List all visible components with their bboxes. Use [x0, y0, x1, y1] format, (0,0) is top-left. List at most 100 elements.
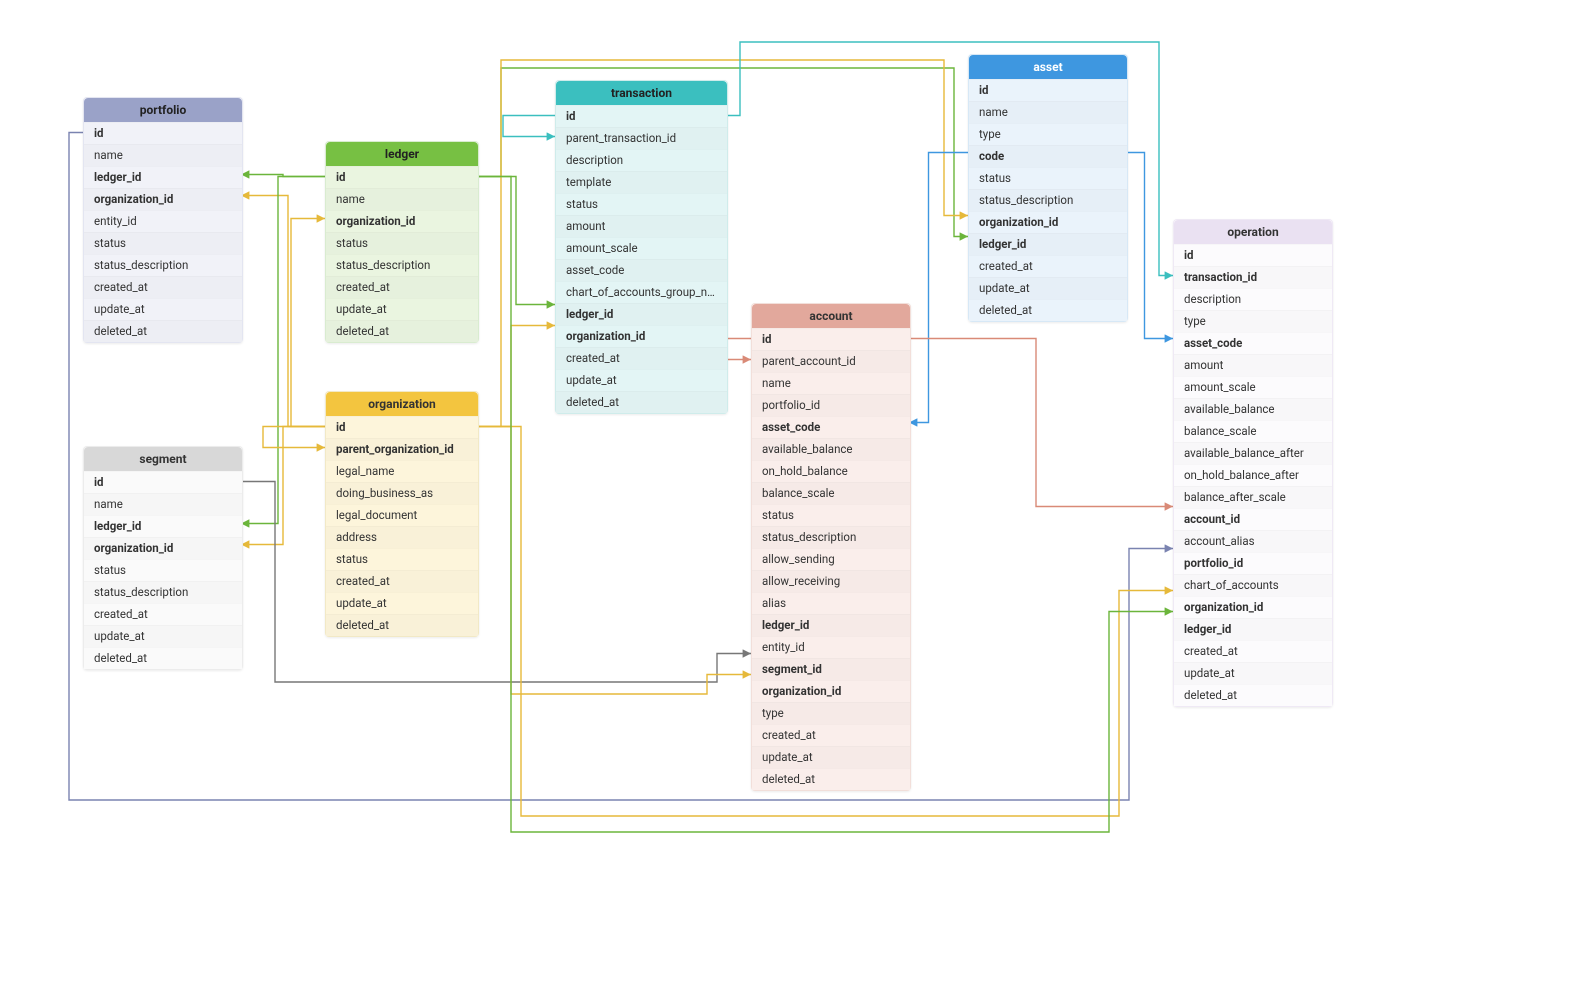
table-operation: operationidtransaction_iddescriptiontype…: [1173, 219, 1333, 707]
table-organization: organizationidparent_organization_idlega…: [325, 391, 479, 637]
field-template: template: [556, 171, 727, 193]
field-id: id: [969, 79, 1127, 101]
field-available_balance_after: available_balance_after: [1174, 442, 1332, 464]
field-chart_of_accounts: chart_of_accounts: [1174, 574, 1332, 596]
field-entity_id: entity_id: [752, 636, 910, 658]
table-header: transaction: [556, 81, 727, 105]
field-deleted_at: deleted_at: [556, 391, 727, 413]
field-chart_of_accounts_group_name: chart_of_accounts_group_name: [556, 281, 727, 303]
field-amount: amount: [556, 215, 727, 237]
field-code: code: [969, 145, 1127, 167]
field-ledger_id: ledger_id: [1174, 618, 1332, 640]
table-header: ledger: [326, 142, 478, 166]
field-deleted_at: deleted_at: [752, 768, 910, 790]
field-transaction_id: transaction_id: [1174, 266, 1332, 288]
table-account: accountidparent_account_idnameportfolio_…: [751, 303, 911, 791]
table-header: segment: [84, 447, 242, 471]
field-account_alias: account_alias: [1174, 530, 1332, 552]
field-legal_document: legal_document: [326, 504, 478, 526]
field-deleted_at: deleted_at: [84, 320, 242, 342]
field-status_description: status_description: [326, 254, 478, 276]
field-description: description: [556, 149, 727, 171]
field-doing_business_as: doing_business_as: [326, 482, 478, 504]
field-account_id: account_id: [1174, 508, 1332, 530]
field-deleted_at: deleted_at: [326, 614, 478, 636]
field-name: name: [84, 144, 242, 166]
table-header: asset: [969, 55, 1127, 79]
field-organization_id: organization_id: [969, 211, 1127, 233]
field-balance_after_scale: balance_after_scale: [1174, 486, 1332, 508]
edge-ledger-id-to-segment-ledger_id: [241, 177, 325, 524]
field-organization_id: organization_id: [326, 210, 478, 232]
field-deleted_at: deleted_at: [969, 299, 1127, 321]
field-available_balance: available_balance: [752, 438, 910, 460]
field-status: status: [752, 504, 910, 526]
edge-organization-id-to-transaction-organization_id: [477, 326, 555, 427]
field-alias: alias: [752, 592, 910, 614]
field-entity_id: entity_id: [84, 210, 242, 232]
edge-organization-id-to-portfolio-organization_id: [241, 196, 325, 427]
field-created_at: created_at: [84, 276, 242, 298]
field-created_at: created_at: [84, 603, 242, 625]
field-allow_sending: allow_sending: [752, 548, 910, 570]
table-header: operation: [1174, 220, 1332, 244]
field-deleted_at: deleted_at: [84, 647, 242, 669]
field-ledger_id: ledger_id: [969, 233, 1127, 255]
field-status: status: [326, 232, 478, 254]
edge-transaction-id-to-transaction-parent_transaction_id: [503, 116, 555, 137]
field-allow_receiving: allow_receiving: [752, 570, 910, 592]
edge-asset-code-to-account-asset_code: [909, 153, 968, 423]
field-description: description: [1174, 288, 1332, 310]
table-portfolio: portfolioidnameledger_idorganization_ide…: [83, 97, 243, 343]
field-update_at: update_at: [326, 592, 478, 614]
field-status_description: status_description: [969, 189, 1127, 211]
field-id: id: [326, 416, 478, 438]
field-id: id: [752, 328, 910, 350]
field-status: status: [556, 193, 727, 215]
field-organization_id: organization_id: [1174, 596, 1332, 618]
field-asset_code: asset_code: [556, 259, 727, 281]
field-organization_id: organization_id: [556, 325, 727, 347]
field-created_at: created_at: [752, 724, 910, 746]
field-ledger_id: ledger_id: [84, 166, 242, 188]
field-organization_id: organization_id: [752, 680, 910, 702]
er-diagram-canvas: portfolioidnameledger_idorganization_ide…: [0, 0, 1571, 994]
field-legal_name: legal_name: [326, 460, 478, 482]
field-status_description: status_description: [752, 526, 910, 548]
edge-segment-id-to-account-segment_id: [241, 482, 751, 683]
field-address: address: [326, 526, 478, 548]
field-status_description: status_description: [84, 254, 242, 276]
field-amount: amount: [1174, 354, 1332, 376]
field-type: type: [752, 702, 910, 724]
field-created_at: created_at: [969, 255, 1127, 277]
table-asset: assetidnametypecodestatusstatus_descript…: [968, 54, 1128, 322]
field-type: type: [1174, 310, 1332, 332]
field-id: id: [84, 471, 242, 493]
table-segment: segmentidnameledger_idorganization_idsta…: [83, 446, 243, 670]
field-on_hold_balance: on_hold_balance: [752, 460, 910, 482]
field-id: id: [326, 166, 478, 188]
field-amount_scale: amount_scale: [1174, 376, 1332, 398]
field-segment_id: segment_id: [752, 658, 910, 680]
field-update_at: update_at: [326, 298, 478, 320]
field-balance_scale: balance_scale: [752, 482, 910, 504]
edge-organization-id-to-segment-organization_id: [241, 427, 325, 545]
table-ledger: ledgeridnameorganization_idstatusstatus_…: [325, 141, 479, 343]
field-update_at: update_at: [84, 625, 242, 647]
field-name: name: [84, 493, 242, 515]
field-status: status: [326, 548, 478, 570]
field-status: status: [84, 232, 242, 254]
field-asset_code: asset_code: [752, 416, 910, 438]
field-id: id: [84, 122, 242, 144]
table-header: organization: [326, 392, 478, 416]
edge-account-id-to-operation-account_id: [909, 339, 1173, 507]
field-portfolio_id: portfolio_id: [752, 394, 910, 416]
field-organization_id: organization_id: [84, 188, 242, 210]
field-balance_scale: balance_scale: [1174, 420, 1332, 442]
field-ledger_id: ledger_id: [84, 515, 242, 537]
edge-asset-code-to-operation-asset_code: [1126, 153, 1173, 339]
field-name: name: [752, 372, 910, 394]
edge-organization-id-to-account-organization_id: [477, 427, 751, 695]
field-update_at: update_at: [752, 746, 910, 768]
field-status: status: [84, 559, 242, 581]
